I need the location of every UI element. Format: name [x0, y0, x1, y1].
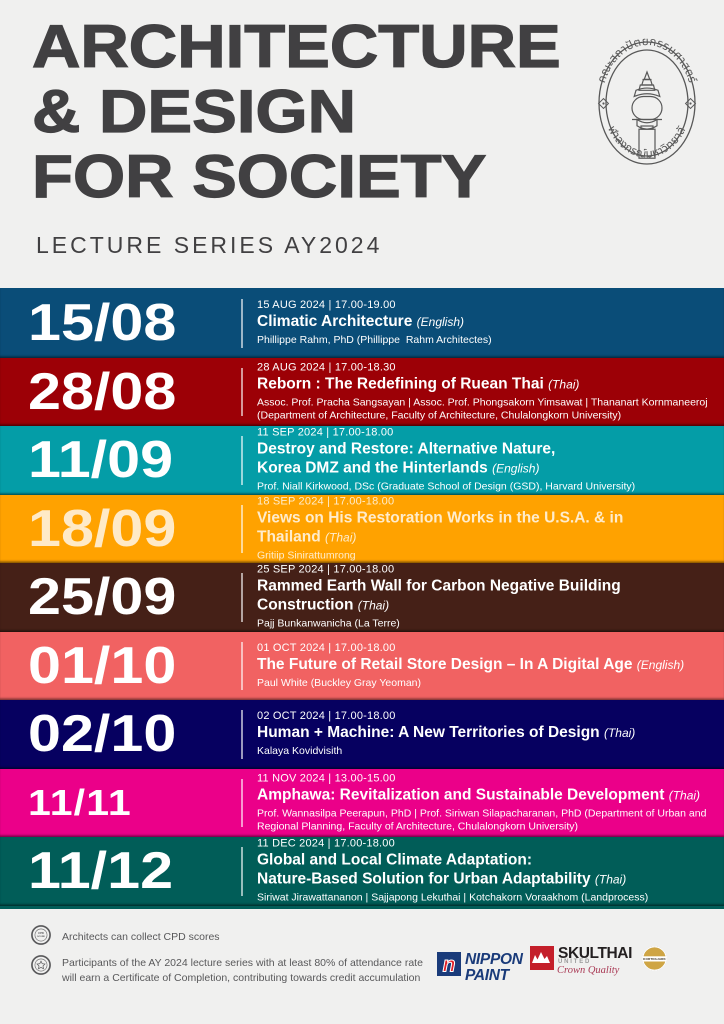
svg-text:n: n: [443, 953, 456, 976]
svg-text:KORTRAJARK: KORTRAJARK: [643, 957, 666, 961]
svg-text:SCORE: SCORE: [37, 936, 45, 938]
svg-text:คณะสถาปัตยกรรมศาสตร์: คณะสถาปัตยกรรมศาสตร์: [594, 38, 700, 86]
svg-text:CPD: CPD: [38, 931, 44, 935]
